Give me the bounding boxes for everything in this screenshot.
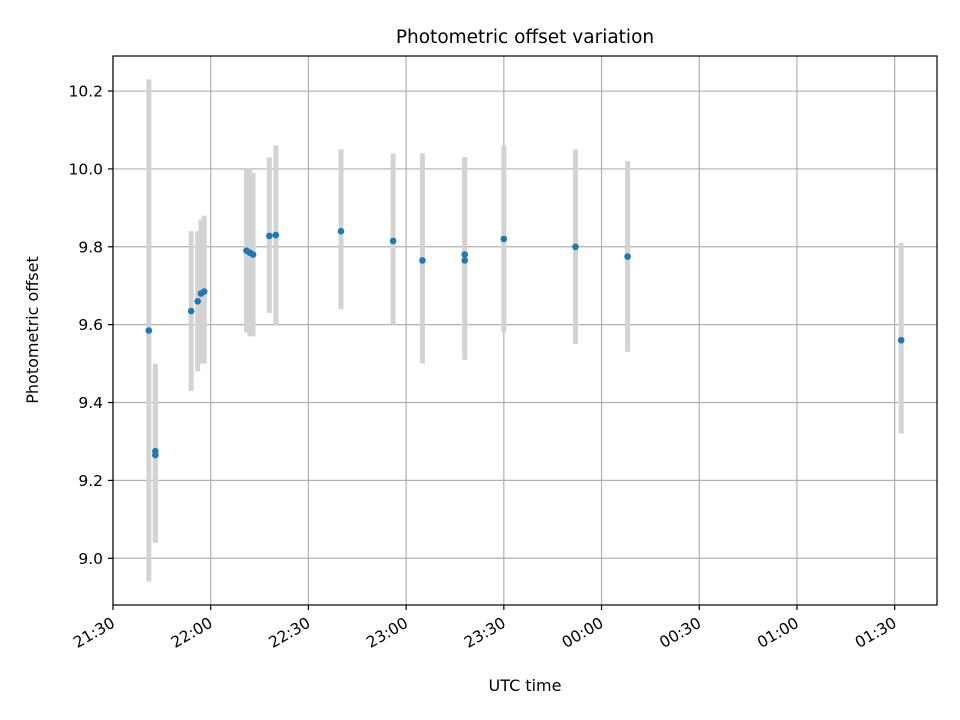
data-point — [461, 257, 469, 264]
data-point — [500, 235, 508, 243]
data-point — [897, 336, 905, 344]
data-point — [249, 251, 257, 258]
plot-frame — [112, 55, 938, 606]
data-point — [187, 307, 195, 315]
data-point — [572, 243, 579, 251]
data-point — [419, 257, 426, 264]
data-point — [461, 251, 469, 258]
data-point — [194, 297, 201, 305]
y-tick-label: 9.2 — [78, 472, 103, 490]
y-tick-label: 9.8 — [78, 238, 103, 256]
data-point — [266, 232, 273, 240]
y-axis-label: Photometric offset — [23, 256, 42, 404]
data-point — [389, 237, 397, 245]
data-point — [624, 253, 631, 260]
x-axis-label: UTC time — [489, 676, 562, 695]
y-tick-label: 9.4 — [78, 394, 103, 412]
marker-layer — [145, 227, 905, 459]
data-point — [337, 227, 345, 235]
chart-title: Photometric offset variation — [396, 27, 654, 48]
data-point — [200, 288, 208, 295]
y-tick-label: 10.0 — [68, 160, 103, 178]
data-point — [145, 327, 153, 334]
data-point — [272, 231, 280, 239]
plot-area — [113, 56, 937, 605]
y-tick-label: 9.6 — [78, 316, 103, 334]
y-tick-label: 10.2 — [68, 83, 103, 101]
data-point — [152, 451, 159, 459]
y-tick-label: 9.0 — [78, 550, 103, 568]
